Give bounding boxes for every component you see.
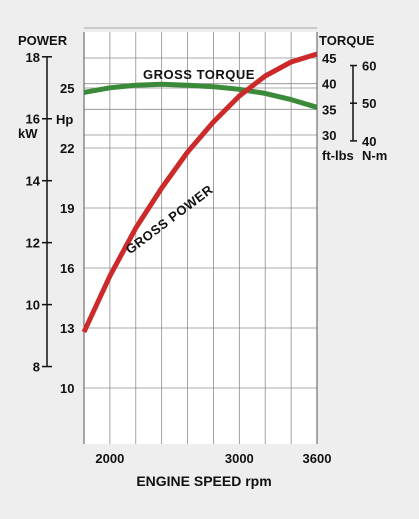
hp-tick-label: 10 xyxy=(60,381,74,396)
nm-tick-label: 60 xyxy=(362,59,376,74)
hp-tick-label: 25 xyxy=(60,81,74,96)
hp-tick-label: 16 xyxy=(60,261,74,276)
kw-tick-label: 14 xyxy=(26,174,41,189)
x-tick-label: 3000 xyxy=(225,451,254,466)
ft-lbs-unit-label: ft-lbs xyxy=(322,148,354,163)
gross-torque-line xyxy=(83,81,318,110)
gross-power-line xyxy=(81,51,318,334)
torque-header: TORQUE xyxy=(319,33,375,48)
power-header: POWER xyxy=(18,33,68,48)
x-tick-label: 3600 xyxy=(303,451,332,466)
ft-lbs-tick-label: 40 xyxy=(322,77,336,92)
kw-unit-label: kW xyxy=(18,126,38,141)
kw-tick-label: 8 xyxy=(33,360,40,375)
gross-torque-label: GROSS TORQUE xyxy=(143,67,255,82)
kw-tick-label: 12 xyxy=(26,236,40,251)
ft-lbs-tick-label: 30 xyxy=(322,128,336,143)
x-tick-label: 2000 xyxy=(95,451,124,466)
ft-lbs-tick-label: 45 xyxy=(322,51,336,66)
kw-tick-label: 16 xyxy=(26,112,40,127)
nm-tick-label: 50 xyxy=(362,96,376,111)
nm-tick-label: 40 xyxy=(362,134,376,149)
hp-tick-label: 19 xyxy=(60,201,74,216)
kw-tick-label: 18 xyxy=(26,50,40,65)
kw-tick-label: 10 xyxy=(26,298,40,313)
nm-unit-label: N-m xyxy=(362,148,387,163)
hp-tick-label: 22 xyxy=(60,141,74,156)
hp-unit-label: Hp xyxy=(56,112,73,127)
series-layer xyxy=(81,51,318,334)
axes: 2000 3000 3600 10 13 16 19 22 25 8 10 12 14 16 18 30 35 4… xyxy=(26,32,376,466)
ft-lbs-tick-label: 35 xyxy=(322,102,336,117)
plot-area xyxy=(84,32,317,444)
x-axis-title: ENGINE SPEED rpm xyxy=(136,473,271,489)
hp-tick-label: 13 xyxy=(60,321,74,336)
